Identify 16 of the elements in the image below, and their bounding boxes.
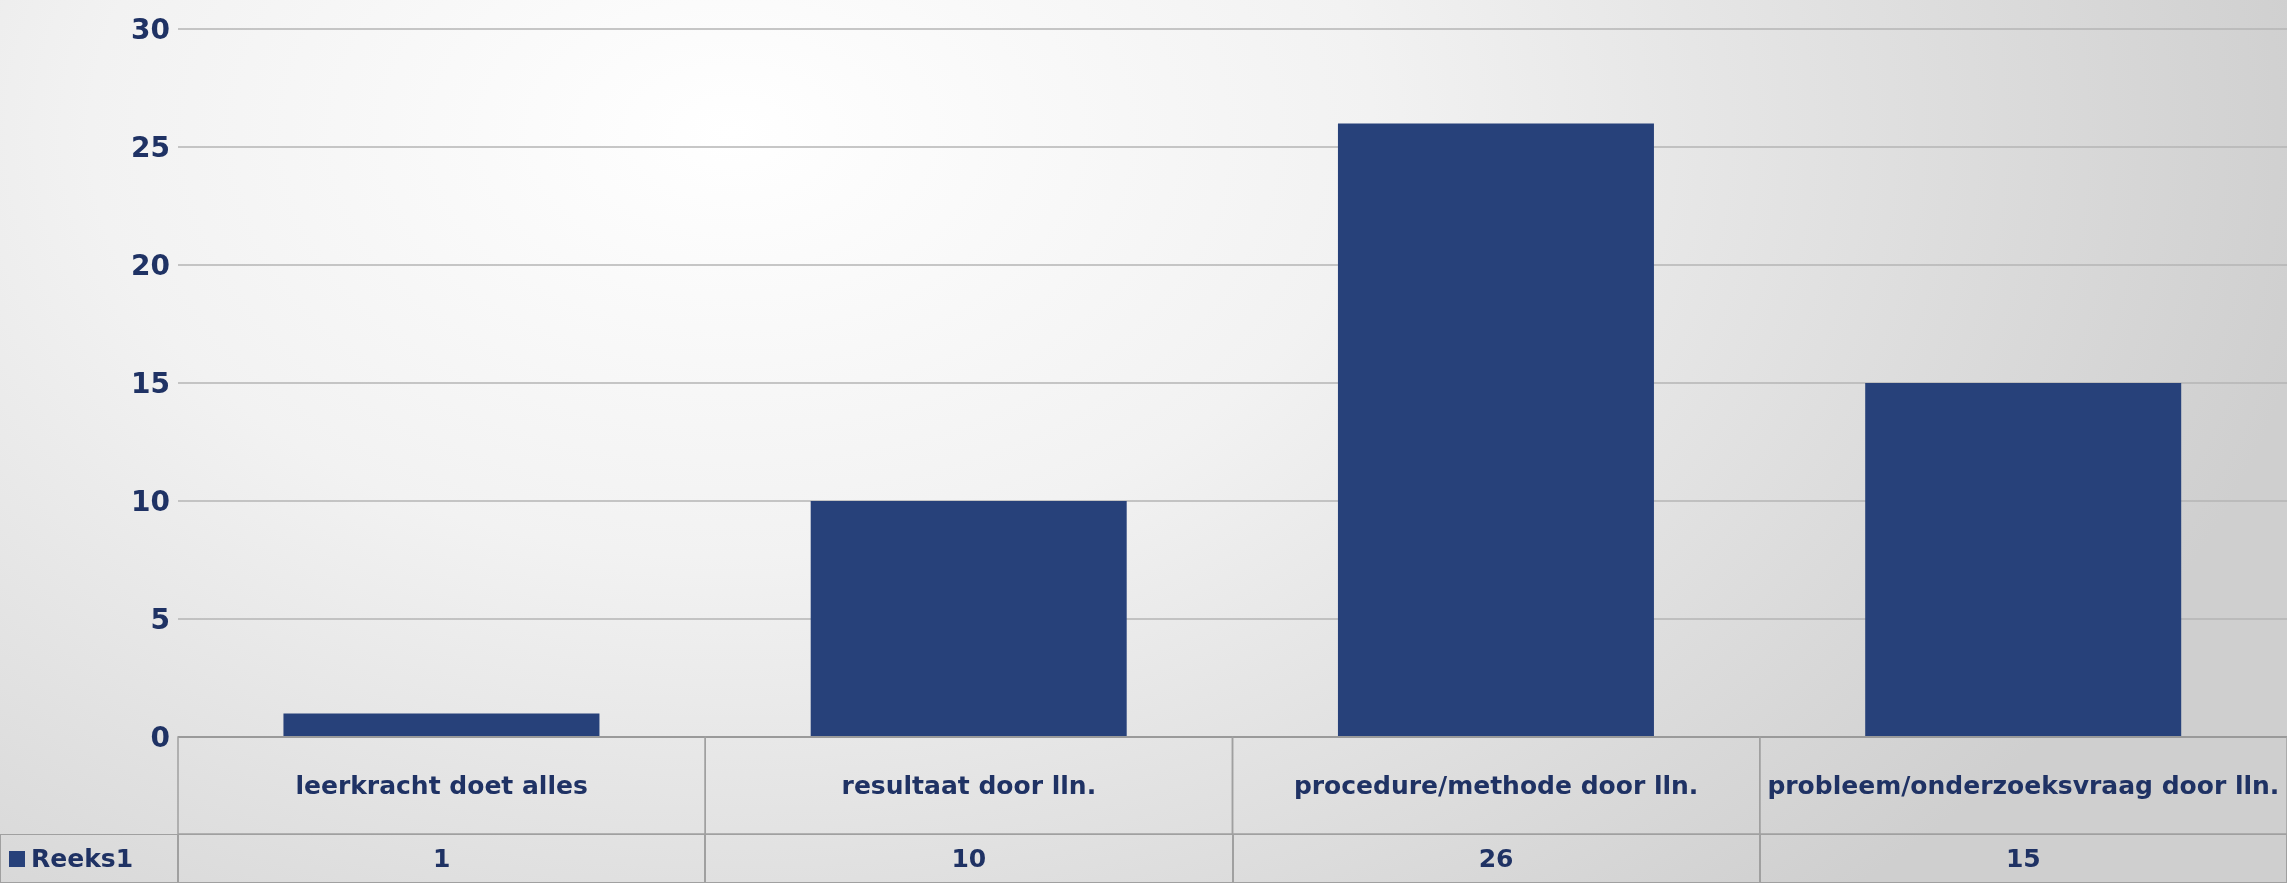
x-tick-label: leerkracht doet alles (295, 771, 588, 801)
legend-label: Reeks1 (31, 844, 134, 873)
y-tick-label: 20 (131, 248, 170, 282)
y-tick-label: 30 (131, 12, 170, 46)
y-tick-label: 5 (150, 602, 170, 636)
y-tick-label: 15 (131, 366, 170, 400)
data-label: 26 (1232, 834, 1760, 883)
x-tick-label: procedure/methode door lln. (1293, 771, 1699, 801)
data-label: 15 (1759, 834, 2287, 883)
y-tick-label: 25 (131, 130, 170, 164)
x-tick-label: probleem/onderzoeksvraag door lln. (1767, 771, 2280, 801)
data-label: 10 (705, 834, 1233, 883)
y-tick-label: 0 (150, 720, 170, 754)
data-label: 1 (178, 834, 706, 883)
x-tick-label: resultaat door lln. (841, 771, 1097, 801)
y-tick-label: 10 (131, 484, 170, 518)
